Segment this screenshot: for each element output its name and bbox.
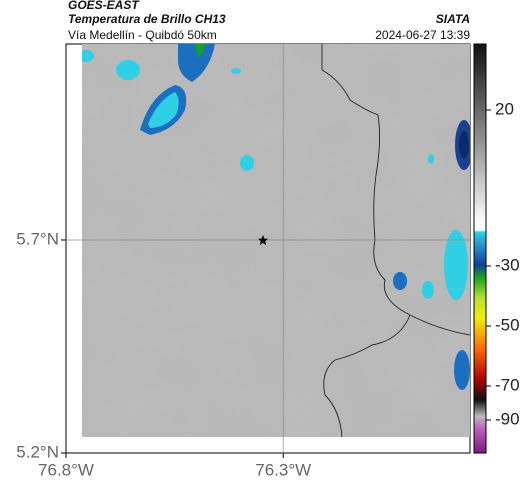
title: GOES-EAST [68, 0, 140, 12]
colorbar-tick-label: -70 [495, 375, 520, 394]
source: SIATA [436, 12, 470, 26]
location-marker [258, 235, 268, 245]
lat-tick-label: 5.7°N [16, 229, 59, 248]
axes: 5.7°N 5.2°N76.8°W 76.3°W [16, 44, 470, 479]
imagery-texture [82, 44, 470, 437]
colorbar-tick-label: -30 [495, 255, 520, 274]
colorbar-tick-label: -50 [495, 315, 520, 334]
colorbar-tick-label: -90 [495, 409, 520, 428]
colorbar-ticks: 20 -30 -50 -70 -90 [486, 99, 520, 428]
imagery [82, 44, 470, 437]
colorbar-tick-label: 20 [495, 99, 514, 118]
cold-clouds [82, 44, 470, 390]
colorbar [473, 43, 487, 454]
border-lines [321, 44, 470, 437]
timestamp: 2024-06-27 13:39 [375, 28, 470, 42]
route: Vía Medellín - Quibdó 50km [68, 28, 217, 42]
lon-tick-label: 76.3°W [255, 460, 311, 479]
subtitle: Temperatura de Brillo CH13 [68, 12, 226, 26]
lon-tick-label: 76.8°W [38, 460, 94, 479]
lat-tick-label: 5.2°N [16, 442, 59, 461]
